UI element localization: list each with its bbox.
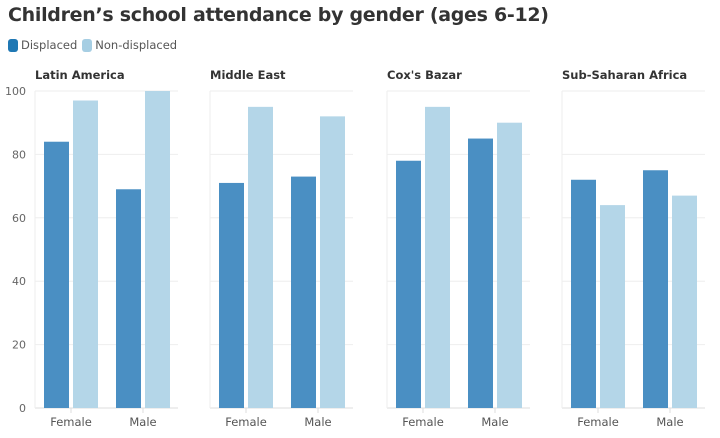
bar-displaced-male[interactable] (468, 138, 493, 409)
legend-swatch-displaced (8, 38, 18, 52)
x-tick-label: Female (577, 415, 619, 429)
bar-non-displaced-male[interactable] (320, 116, 345, 409)
bar-non-displaced-female[interactable] (248, 106, 273, 408)
panel-title: Latin America (35, 68, 125, 82)
bar-non-displaced-male[interactable] (497, 122, 522, 408)
bar-displaced-male[interactable] (116, 189, 141, 408)
x-tick-label: Female (225, 415, 267, 429)
legend-item-non-displaced[interactable]: Non-displaced (82, 38, 177, 52)
panel-title: Cox's Bazar (387, 68, 462, 82)
legend-item-displaced[interactable]: Displaced (8, 38, 77, 52)
panel-title: Sub-Saharan Africa (562, 68, 687, 82)
bar-displaced-male[interactable] (291, 176, 316, 408)
bar-displaced-female[interactable] (44, 141, 69, 408)
legend: Displaced Non-displaced (8, 38, 182, 52)
bar-non-displaced-female[interactable] (73, 100, 98, 408)
y-tick-label: 0 (19, 402, 26, 415)
x-tick-label: Male (304, 415, 331, 429)
bar-displaced-male[interactable] (643, 170, 668, 408)
y-tick-label: 20 (12, 339, 26, 352)
chart-title: Children’s school attendance by gender (… (8, 4, 549, 26)
bar-displaced-female[interactable] (396, 160, 421, 408)
y-tick-label: 80 (12, 148, 26, 161)
bar-non-displaced-female[interactable] (600, 205, 625, 408)
legend-swatch-non-displaced (82, 38, 93, 52)
bar-non-displaced-female[interactable] (425, 106, 450, 408)
bar-displaced-female[interactable] (571, 179, 596, 408)
x-tick-label: Female (402, 415, 444, 429)
legend-label-non-displaced: Non-displaced (95, 38, 178, 52)
y-tick-label: 100 (5, 85, 26, 98)
x-tick-label: Female (50, 415, 92, 429)
y-tick-label: 40 (12, 275, 26, 288)
panel-title: Middle East (210, 68, 286, 82)
y-tick-label: 60 (12, 212, 26, 225)
bar-non-displaced-male[interactable] (672, 195, 697, 408)
x-tick-label: Male (129, 415, 156, 429)
bar-displaced-female[interactable] (219, 182, 244, 408)
x-tick-label: Male (481, 415, 508, 429)
x-tick-label: Male (656, 415, 683, 429)
bar-non-displaced-male[interactable] (145, 91, 170, 408)
legend-label-displaced: Displaced (21, 38, 78, 52)
